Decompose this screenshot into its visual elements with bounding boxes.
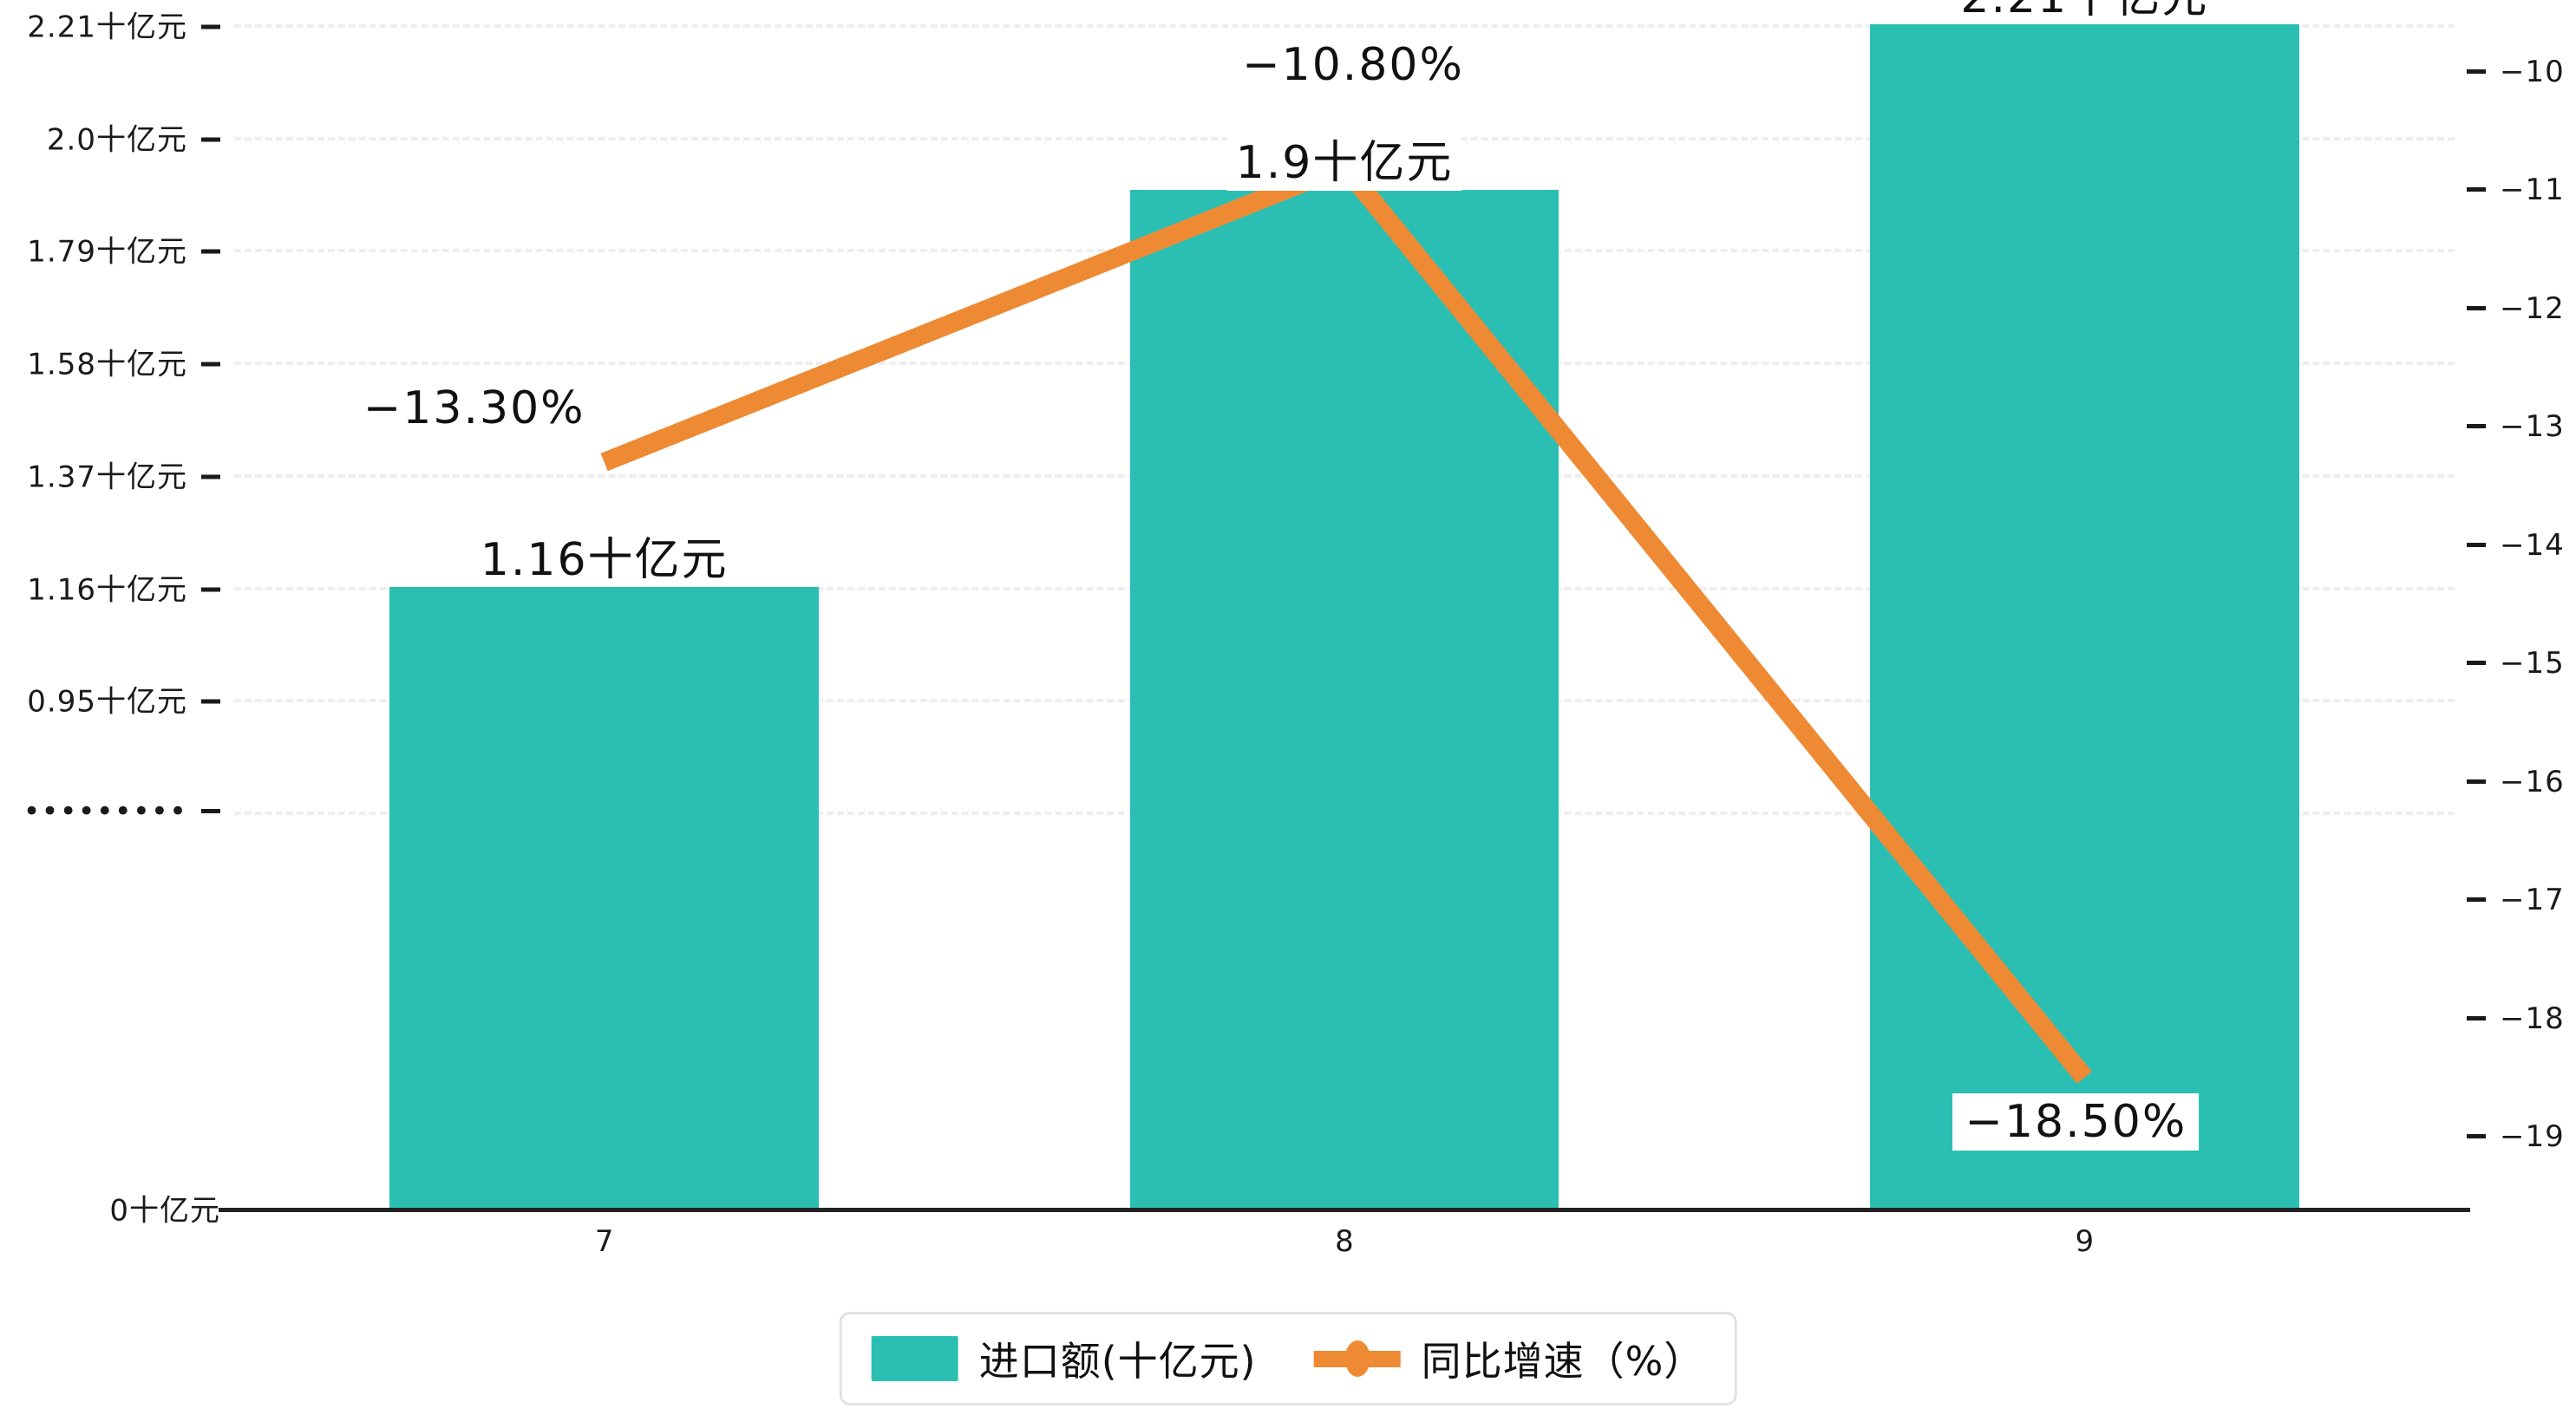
tick-mark-icon — [2467, 1015, 2486, 1020]
y-axis-right-tick-label: −10 — [2467, 55, 2565, 89]
bar-value-label: 2.21十亿元 — [1952, 0, 2218, 25]
bar-swatch-icon — [871, 1336, 958, 1381]
tick-mark-icon — [201, 474, 220, 479]
y-axis-right-tick-label: −12 — [2467, 291, 2565, 326]
bar-value-label: 1.16十亿元 — [471, 532, 737, 587]
x-axis-tick-label: 7 — [594, 1224, 614, 1259]
tick-mark-icon — [2467, 1134, 2486, 1139]
y-axis-right-tick-label: −16 — [2467, 765, 2565, 799]
tick-mark-icon — [2467, 897, 2486, 903]
x-axis-spine — [219, 1208, 2470, 1212]
tick-mark-icon — [201, 587, 220, 592]
y-axis-left-tick-label: 2.0十亿元 — [47, 115, 220, 158]
y-axis-right-tick-label: −13 — [2467, 409, 2565, 444]
y-axis-left-tick-label: 1.37十亿元 — [27, 453, 220, 495]
tick-mark-icon — [201, 24, 220, 29]
y-axis-left-tick-label: 1.79十亿元 — [27, 228, 220, 271]
line-value-label: −18.50% — [1952, 1092, 2200, 1151]
tick-mark-icon — [201, 699, 220, 704]
line-swatch-icon — [1313, 1336, 1401, 1381]
bar[interactable] — [1869, 24, 2299, 1208]
bar[interactable] — [1129, 190, 1559, 1208]
y-axis-right-tick-label: −15 — [2467, 646, 2565, 681]
y-axis-right-tick-label: −18 — [2467, 1001, 2565, 1036]
chart-legend[interactable]: 进口额(十亿元) 同比增速（%） — [839, 1312, 1737, 1405]
bar[interactable] — [389, 586, 820, 1208]
tick-mark-icon — [2467, 542, 2486, 547]
y-axis-right-tick-label: −11 — [2467, 173, 2565, 207]
legend-label-yoy-growth: 同比增速（%） — [1421, 1338, 1705, 1385]
tick-mark-icon — [201, 249, 220, 254]
tick-mark-icon — [2467, 661, 2486, 666]
tick-mark-icon — [2467, 68, 2486, 74]
tick-mark-icon — [2467, 424, 2486, 429]
tick-mark-icon — [2467, 305, 2486, 310]
x-axis-tick-label: 8 — [1335, 1224, 1354, 1259]
legend-item-yoy-growth[interactable]: 同比增速（%） — [1313, 1330, 1705, 1387]
y-axis-right-tick-label: −14 — [2467, 528, 2565, 563]
y-axis-left-tick-label: 2.21十亿元 — [27, 3, 220, 46]
plot-area: 1.16十亿元 1.9十亿元 2.21十亿元 −13.30% −10.80% −18.5… — [219, 0, 2470, 1212]
y-axis-right-tick-label: −17 — [2467, 883, 2565, 917]
y-axis-left-tick-label: 1.58十亿元 — [27, 341, 220, 383]
tick-mark-icon — [201, 362, 220, 367]
y-axis-left-tick-label: ••••••••• — [23, 794, 220, 829]
tick-mark-icon — [201, 808, 220, 813]
y-axis-right-tick-label: −19 — [2467, 1119, 2565, 1154]
y-axis-left-tick-label: 0.95十亿元 — [27, 678, 220, 721]
line-value-label: −10.80% — [1230, 36, 1476, 95]
legend-label-import-value: 进口额(十亿元) — [978, 1338, 1257, 1385]
tick-mark-icon — [2467, 187, 2486, 192]
tick-mark-icon — [2467, 779, 2486, 784]
tick-mark-icon — [201, 137, 220, 142]
y-axis-left-tick-label: 0十亿元 — [109, 1193, 220, 1229]
line-value-label: −13.30% — [350, 380, 598, 438]
y-axis-left-tick-label: 1.16十亿元 — [27, 565, 220, 608]
legend-item-import-value[interactable]: 进口额(十亿元) — [871, 1330, 1257, 1387]
bar-value-label: 1.9十亿元 — [1226, 136, 1462, 191]
x-axis-tick-label: 9 — [2075, 1224, 2095, 1259]
